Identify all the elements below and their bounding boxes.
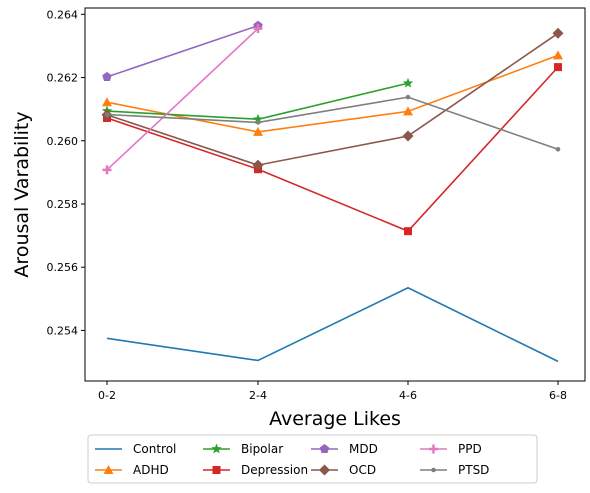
- legend-marker: [319, 464, 330, 476]
- series-ppd: [102, 24, 263, 175]
- y-tick-label: 0.264: [47, 8, 79, 21]
- y-axis-label: Arousal Varability: [11, 111, 33, 277]
- legend-marker: [103, 465, 114, 474]
- series-control: [106, 286, 559, 363]
- data-point: [404, 227, 412, 236]
- legend-marker: [212, 466, 221, 474]
- plot-frame: [84, 7, 586, 382]
- series-line: [106, 96, 559, 151]
- data-point: [253, 24, 263, 34]
- legend-label: ADHD: [133, 463, 169, 477]
- data-point: [552, 27, 564, 39]
- series-depression: [103, 63, 562, 236]
- series-line: [106, 82, 409, 121]
- series-mdd: [102, 20, 263, 81]
- legend-marker: [429, 444, 438, 454]
- x-tick-label: 2-4: [249, 389, 267, 402]
- data-point: [402, 77, 414, 88]
- data-point: [102, 71, 112, 81]
- legend-label: Control: [133, 442, 176, 456]
- series-line: [106, 66, 559, 233]
- legend-label: PPD: [458, 442, 482, 456]
- series-line: [106, 286, 559, 363]
- series-ocd: [101, 27, 564, 171]
- data-point: [253, 126, 263, 136]
- legend-entry: OCD: [311, 463, 376, 477]
- series-line: [106, 27, 259, 171]
- series-line: [106, 32, 559, 166]
- legend-marker: [319, 444, 330, 454]
- legend-label: MDD: [349, 442, 378, 456]
- legend-entry: Control: [95, 442, 176, 456]
- data-point: [102, 97, 112, 107]
- legend-label: PTSD: [458, 463, 489, 477]
- y-tick-label: 0.258: [47, 198, 79, 211]
- legend-label: Depression: [241, 463, 308, 477]
- data-point: [252, 159, 264, 171]
- series-ptsd: [104, 94, 561, 152]
- series-line: [106, 54, 559, 133]
- x-axis-ticks: 0-2 2-4 4-6 6-8: [98, 381, 567, 402]
- data-point: [252, 113, 264, 124]
- data-point: [102, 165, 112, 175]
- data-point: [255, 120, 261, 125]
- legend-marker: [431, 467, 436, 473]
- x-tick-label: 4-6: [399, 389, 417, 402]
- data-point: [402, 130, 414, 142]
- y-tick-label: 0.262: [47, 72, 79, 85]
- data-point: [403, 106, 413, 116]
- legend: Control ADHD Bipolar Depression MDD OCD PPD PTS…: [87, 434, 538, 484]
- legend-entry: ADHD: [95, 463, 169, 477]
- y-tick-label: 0.254: [47, 324, 79, 337]
- legend-box: [87, 434, 538, 484]
- x-tick-label: 6-8: [549, 389, 567, 402]
- series-adhd: [102, 50, 563, 136]
- data-point: [104, 112, 110, 117]
- data-point: [405, 94, 411, 100]
- data-point: [553, 50, 563, 60]
- data-point: [555, 146, 561, 152]
- x-axis-label: Average Likes: [269, 408, 401, 430]
- series-line: [106, 24, 259, 78]
- legend-marker: [211, 443, 222, 454]
- legend-label: Bipolar: [241, 442, 283, 456]
- y-tick-label: 0.260: [47, 135, 79, 148]
- legend-entry: Bipolar: [203, 442, 283, 456]
- x-tick-label: 0-2: [98, 389, 116, 402]
- y-axis-ticks: 0.254 0.256 0.258 0.260 0.262 0.264: [47, 8, 85, 337]
- plot-lines: [101, 20, 564, 363]
- legend-label: OCD: [349, 463, 376, 477]
- y-tick-label: 0.256: [47, 261, 79, 274]
- legend-entry: PPD: [420, 442, 482, 456]
- legend-entry: MDD: [311, 442, 378, 456]
- legend-entry: PTSD: [420, 463, 489, 477]
- data-point: [554, 63, 562, 72]
- legend-entry: Depression: [203, 463, 308, 477]
